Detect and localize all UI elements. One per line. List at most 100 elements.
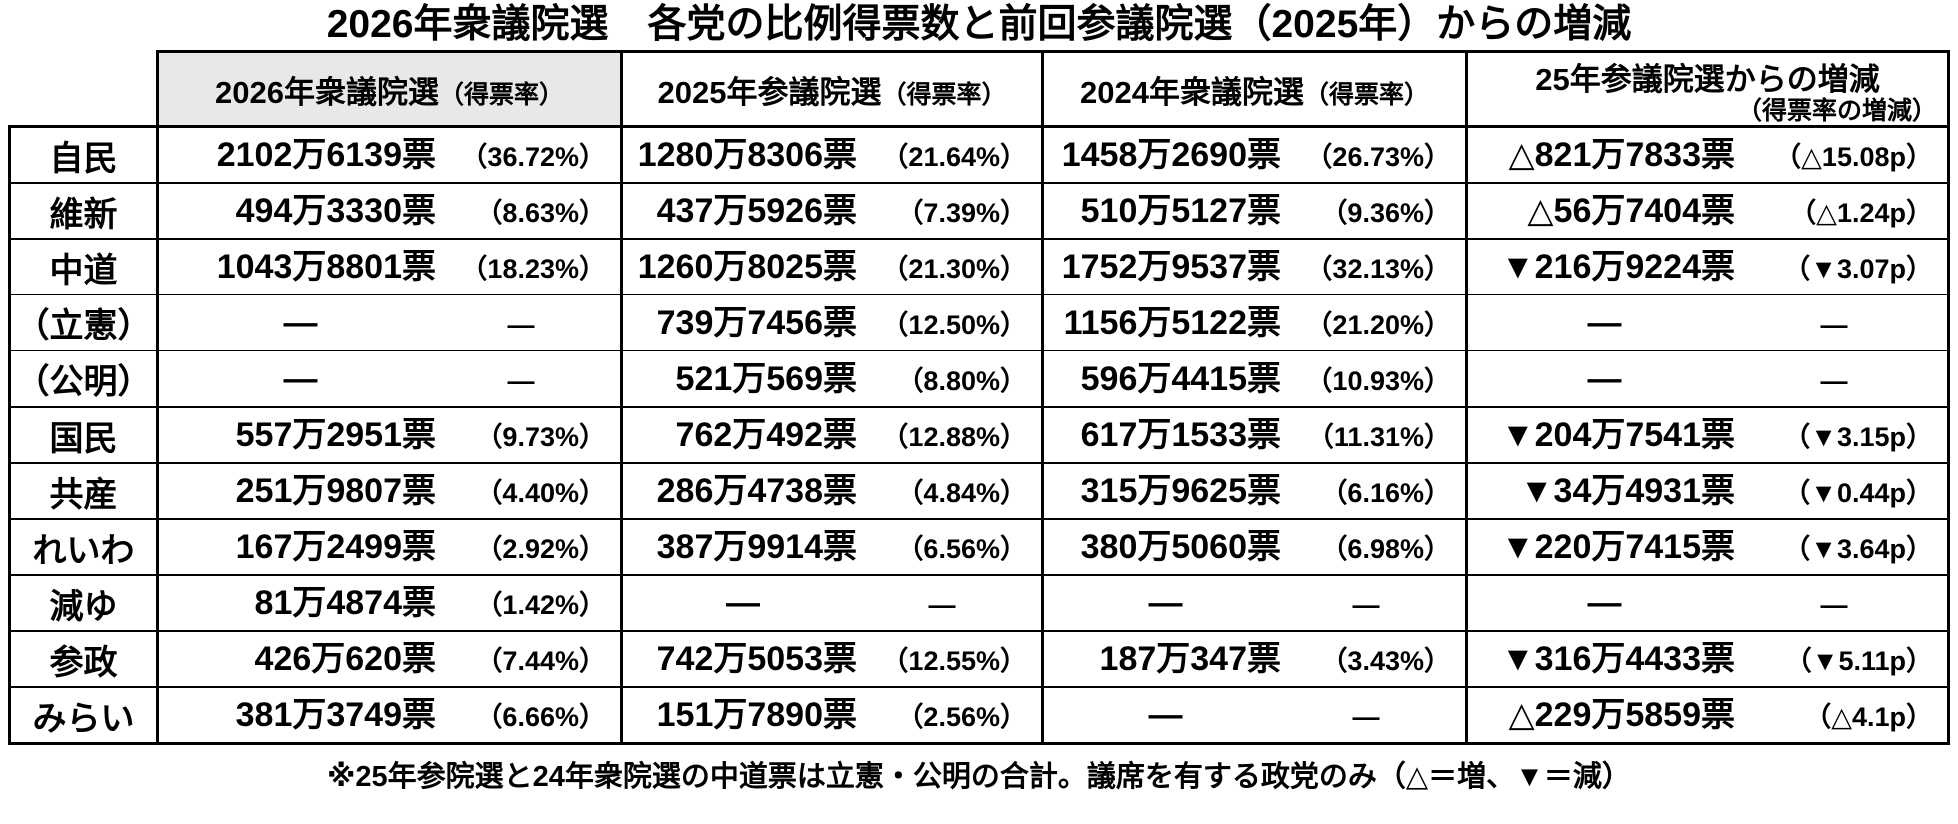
votes-value: 81万4874票 <box>254 584 436 622</box>
pct-value: — <box>928 590 956 620</box>
table-row: 共産 251万9807票 （4.40%） 286万4738票 （4.84%） 315万96… <box>8 462 1950 518</box>
column-header-2026-sub: （得票率） <box>438 80 564 109</box>
result-cell: 510万5127票 （9.36%） <box>1041 182 1465 238</box>
result-cell: — — <box>1465 350 1950 406</box>
pct-value: （▼3.15p） <box>1783 422 1933 452</box>
votes-value: 1260万8025票 <box>637 248 857 286</box>
result-cell-content: 286万4738票 （4.84%） <box>623 464 1041 518</box>
votes-value: 387万9914票 <box>656 528 857 566</box>
result-cell: 739万7456票 （12.50%） <box>620 294 1041 350</box>
table-row: （立憲） — —739万7456票 （12.50%） 1156万5122票 （21.20%… <box>8 294 1950 350</box>
pct-value: — <box>1820 365 1848 396</box>
pct-value: （3.43%） <box>1320 646 1451 676</box>
result-cell-content: 1752万9537票 （32.13%） <box>1044 240 1465 294</box>
pct-value: （6.56%） <box>896 534 1027 564</box>
pct-value: — <box>1820 309 1848 340</box>
pct-value: （12.88%） <box>881 422 1027 452</box>
result-cell: 380万5060票 （6.98%） <box>1041 518 1465 574</box>
column-header-2024: 2024年衆議院選（得票率） <box>1041 50 1465 125</box>
party-name: （立憲） <box>8 294 156 350</box>
column-header-2024-sub: （得票率） <box>1303 80 1429 109</box>
party-name: 自民 <box>8 125 156 182</box>
votes-value: 521万569票 <box>675 359 857 398</box>
result-cell: 315万9625票 （6.16%） <box>1041 462 1465 518</box>
result-cell: — — <box>156 294 620 350</box>
result-cell-content: ▼216万9224票 （▼3.07p） <box>1468 240 1947 294</box>
result-cell: 286万4738票 （4.84%） <box>620 462 1041 518</box>
votes-value: ▼34万4931票 <box>1519 472 1735 510</box>
votes-value: 315万9625票 <box>1080 472 1281 510</box>
pct-value: （26.73%） <box>1305 142 1451 172</box>
votes-value: 1156万5122票 <box>1063 303 1281 342</box>
votes-value: — <box>1148 696 1183 734</box>
result-cell-content: — — <box>1468 352 1947 406</box>
result-cell-content: — — <box>1468 296 1947 350</box>
table-row: みらい 381万3749票 （6.66%） 151万7890票 （2.56%） — — △22… <box>8 686 1950 745</box>
result-cell: 2102万6139票 （36.72%） <box>156 125 620 182</box>
party-name: 共産 <box>8 462 156 518</box>
result-cell-content: — — <box>1468 576 1947 630</box>
table-row: れいわ 167万2499票 （2.92%） 387万9914票 （6.56%） 380万5… <box>8 518 1950 574</box>
result-cell-content: 251万9807票 （4.40%） <box>159 464 620 518</box>
result-cell-content: 1156万5122票 （21.20%） <box>1044 296 1465 350</box>
result-cell: 1260万8025票 （21.30%） <box>620 238 1041 294</box>
pct-value: （11.31%） <box>1306 422 1451 452</box>
table-row: 中道 1043万8801票 （18.23%） 1260万8025票 （21.30%） 17… <box>8 238 1950 294</box>
result-cell-content: △821万7833票 （△15.08p） <box>1468 128 1947 182</box>
votes-value: 251万9807票 <box>235 472 436 510</box>
result-cell-content: 742万5053票 （12.55%） <box>623 632 1041 686</box>
pct-value: （△4.1p） <box>1804 702 1933 732</box>
votes-value: — <box>1587 584 1622 622</box>
result-cell-content: 426万620票 （7.44%） <box>159 632 620 686</box>
result-cell-content: ▼316万4433票 （▼5.11p） <box>1468 632 1947 686</box>
votes-value: 151万7890票 <box>656 696 857 734</box>
pct-value: （21.64%） <box>881 142 1027 172</box>
votes-value: △229万5859票 <box>1508 696 1735 734</box>
result-cell-content: 1260万8025票 （21.30%） <box>623 240 1041 294</box>
pct-value: — <box>507 365 535 396</box>
votes-value: 510万5127票 <box>1080 192 1281 230</box>
votes-value: △821万7833票 <box>1508 136 1735 174</box>
result-cell-content: 2102万6139票 （36.72%） <box>159 128 620 182</box>
result-cell: 762万492票 （12.88%） <box>620 406 1041 462</box>
pct-value: — <box>1352 702 1380 732</box>
table-row: 自民 2102万6139票 （36.72%） 1280万8306票 （21.64%） 14… <box>8 125 1950 182</box>
result-cell-content: 617万1533票 （11.31%） <box>1044 408 1465 462</box>
result-cell: — — <box>1041 686 1465 745</box>
pct-value: （8.63%） <box>475 198 606 228</box>
result-cell: 1458万2690票 （26.73%） <box>1041 125 1465 182</box>
result-cell: 381万3749票 （6.66%） <box>156 686 620 745</box>
result-cell: 742万5053票 （12.55%） <box>620 630 1041 686</box>
result-cell: 251万9807票 （4.40%） <box>156 462 620 518</box>
votes-value: — <box>283 303 318 342</box>
votes-value: △56万7404票 <box>1527 192 1735 230</box>
result-cell: 187万347票 （3.43%） <box>1041 630 1465 686</box>
result-cell: — — <box>1465 294 1950 350</box>
result-cell: 596万4415票 （10.93%） <box>1041 350 1465 406</box>
table-row: 参政 426万620票 （7.44%） 742万5053票 （12.55%） 187万34… <box>8 630 1950 686</box>
column-header-change-title: 25年参議院選からの増減 <box>1535 62 1880 97</box>
pct-value: （1.42%） <box>475 590 606 620</box>
votes-value: — <box>283 359 318 398</box>
result-cell-content: 1043万8801票 （18.23%） <box>159 240 620 294</box>
result-cell: 521万569票 （8.80%） <box>620 350 1041 406</box>
column-header-2025: 2025年参議院選（得票率） <box>620 50 1041 125</box>
result-cell-content: 521万569票 （8.80%） <box>623 352 1041 406</box>
table-row: 減ゆ 81万4874票 （1.42%） — — — — — — <box>8 574 1950 630</box>
result-cell-content: 387万9914票 （6.56%） <box>623 520 1041 574</box>
result-cell-content: 81万4874票 （1.42%） <box>159 576 620 630</box>
party-name: 維新 <box>8 182 156 238</box>
pct-value: （▼0.44p） <box>1783 478 1933 508</box>
result-cell-content: △56万7404票 （△1.24p） <box>1468 184 1947 238</box>
pct-value: （12.55%） <box>881 646 1027 676</box>
votes-value: 739万7456票 <box>656 303 857 342</box>
result-cell-content: 1280万8306票 （21.64%） <box>623 128 1041 182</box>
footnote: ※25年参院選と24年衆院選の中道票は立憲・公明の合計。議席を有する政党のみ（△… <box>327 761 1631 793</box>
result-cell-content: 437万5926票 （7.39%） <box>623 184 1041 238</box>
pct-value: （4.40%） <box>475 478 606 508</box>
result-cell-content: — — <box>1044 576 1465 630</box>
votes-value: 381万3749票 <box>235 696 436 734</box>
pct-value: （36.72%） <box>460 142 606 172</box>
column-header-2026-title: 2026年衆議院選 <box>215 74 439 110</box>
